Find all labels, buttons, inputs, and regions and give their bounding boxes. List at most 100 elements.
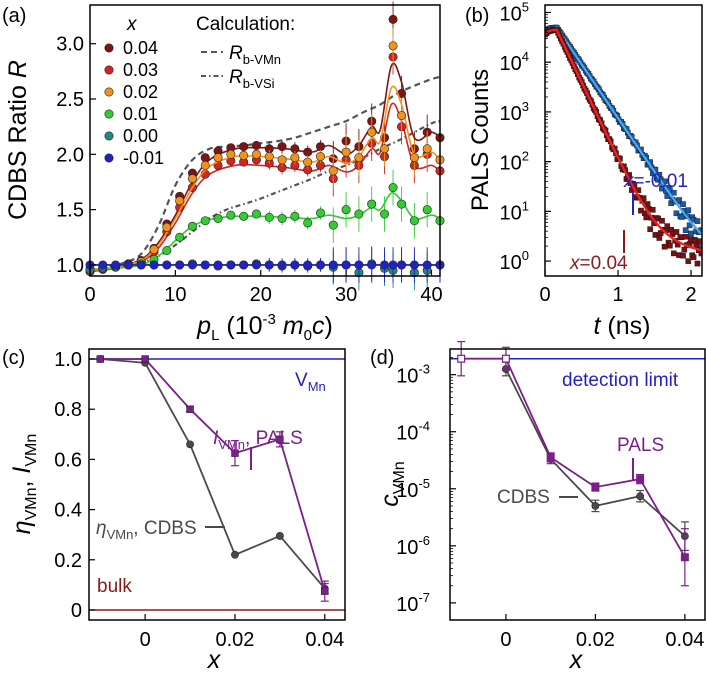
data-point (200, 160, 210, 170)
pals-point (664, 223, 671, 229)
data-point (341, 205, 351, 215)
series-PALS (457, 340, 689, 587)
y-tick-label: 100 (500, 248, 529, 274)
pals-series-x=0.04 (545, 27, 702, 267)
d-label-pals: PALS (617, 435, 664, 480)
svg-text:ηVMn, CDBS: ηVMn, CDBS (96, 518, 197, 542)
c-ref-bulk-label: bulk (97, 576, 132, 597)
legend-item-0.01: 0.01 (104, 104, 158, 124)
data-point (321, 587, 329, 595)
data-point (264, 260, 274, 270)
data-point (123, 260, 133, 270)
panel-c-xlabel: x (207, 646, 222, 674)
c-label-cdbs: ηVMn, CDBS (96, 518, 225, 542)
x-tick-label: 0.04 (305, 629, 344, 651)
data-point (341, 260, 351, 270)
pals-point (640, 195, 647, 201)
panel-label-c: (c) (2, 347, 25, 369)
data-point (290, 260, 300, 270)
y-tick-label: 3.0 (56, 34, 84, 56)
data-point (231, 550, 239, 559)
y-tick-label: 0.6 (54, 449, 82, 471)
panel-d-axes: 0 0.02 0.04 10-7 10-6 10-5 10-4 10-3 (396, 357, 704, 651)
pals-point (690, 254, 697, 261)
data-point (457, 354, 466, 363)
data-point (680, 553, 689, 562)
data-point (397, 199, 407, 209)
x-tick-label: 0 (539, 284, 550, 306)
legend-label: 0.01 (123, 104, 158, 124)
pals-point (644, 201, 651, 207)
data-point (290, 211, 300, 221)
legend-item-0.03: 0.03 (104, 60, 158, 80)
pals-point (671, 189, 677, 196)
data-point (354, 260, 364, 270)
y-tick-label: 1.0 (56, 255, 84, 277)
b-label-x-004: x=0.04 (569, 230, 628, 274)
legend-marker (104, 109, 114, 119)
panel-a-ylabel: CDBS Ratio R (4, 60, 32, 220)
panel-b-axes: 0 1 2 100 101 102 103 104 105 (500, 0, 697, 306)
y-tick-label: 10-4 (396, 419, 430, 445)
pals-point (664, 193, 671, 199)
pals-point (682, 227, 689, 233)
legend-label: -0.01 (123, 148, 164, 168)
data-point (367, 127, 377, 137)
data-point (251, 140, 261, 150)
y-tick-label: 10-6 (396, 533, 430, 559)
data-point (315, 208, 325, 218)
panel-b-xlabel: t (ns) (594, 312, 651, 340)
data-point (251, 149, 261, 159)
data-point (213, 213, 223, 223)
data-point (251, 260, 261, 270)
panel-d-ylabel: cVMn (376, 461, 408, 506)
data-point (303, 218, 313, 228)
panel-b-plot (545, 24, 702, 267)
data-point (175, 232, 185, 242)
d-ref-detection-label: detection limit (562, 370, 679, 391)
data-point (162, 222, 172, 232)
legend-label: 0.04 (123, 38, 158, 58)
panel-label-d: (d) (370, 347, 394, 369)
data-point (501, 354, 510, 363)
data-point (226, 210, 236, 220)
legend-label: 0.03 (123, 60, 158, 80)
pals-point (682, 233, 689, 240)
data-point (341, 147, 351, 157)
y-tick-label: 0.4 (54, 500, 82, 522)
legend-label: 0.02 (123, 82, 158, 102)
d-label-cdbs: CDBS (497, 487, 578, 508)
data-point (149, 260, 159, 270)
data-point (388, 14, 398, 24)
data-point (422, 260, 432, 270)
data-point (187, 174, 197, 184)
panel-a-plot (85, 1, 445, 291)
data-point (380, 209, 390, 219)
y-tick-label: 0.8 (54, 399, 82, 421)
panel-c-axes: 0 0.02 0.04 0 0.2 0.4 0.6 0.8 1.0 (54, 349, 344, 651)
data-point (213, 260, 223, 270)
legend-item-0.04: 0.04 (104, 38, 158, 58)
x-tick-label: 0.02 (576, 629, 615, 651)
y-tick-label: 0 (71, 600, 82, 622)
y-tick-label: 2.5 (56, 89, 84, 111)
data-point (397, 111, 407, 121)
data-point (397, 260, 407, 270)
panel-a-xlabel: pL (10-3 m0c) (196, 311, 333, 344)
legend-marker (104, 87, 114, 97)
data-point (388, 260, 398, 270)
pals-point (680, 201, 686, 207)
panel-label-b: (b) (465, 5, 489, 27)
data-point (328, 166, 338, 176)
data-point (141, 355, 149, 363)
panel-a-frame (89, 4, 441, 277)
data-point (328, 220, 338, 230)
y-tick-label: 101 (500, 198, 529, 224)
svg-text:IVMn, PALS: IVMn, PALS (213, 428, 303, 452)
data-point (591, 501, 600, 510)
data-point (276, 435, 284, 444)
x-tick-label: 40 (420, 284, 442, 306)
series-pals (96, 355, 329, 602)
legend-marker (104, 153, 114, 163)
svg-text:x=-0.01: x=-0.01 (623, 171, 688, 192)
